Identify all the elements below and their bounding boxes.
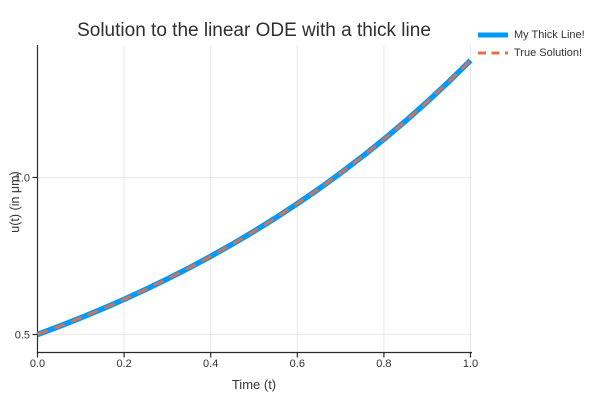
chart-title: Solution to the linear ODE with a thick … <box>77 20 431 41</box>
x-tick-label: 0.4 <box>203 358 218 370</box>
y-axis-label: u(t) (in μm) <box>8 171 22 233</box>
x-tick-label: 0.8 <box>376 358 391 370</box>
x-tick-label: 0.0 <box>30 358 45 370</box>
series-line-1 <box>37 59 472 336</box>
legend-label: True Solution! <box>514 47 583 59</box>
y-tick-label: 0.5 <box>15 330 30 342</box>
legend-line-sample <box>478 32 508 38</box>
legend: My Thick Line! True Solution! <box>478 26 585 62</box>
x-axis-label: Time (t) <box>231 377 277 392</box>
x-tick-label: 0.6 <box>290 358 305 370</box>
legend-item-1[interactable]: True Solution! <box>478 44 585 62</box>
legend-line-sample <box>478 51 508 55</box>
legend-item-0[interactable]: My Thick Line! <box>478 26 585 44</box>
series-line-0 <box>36 58 473 338</box>
y-tick-label: 1.0 <box>15 173 30 185</box>
x-tick-label: 1.0 <box>463 358 478 370</box>
x-tick-label: 0.2 <box>116 358 131 370</box>
legend-label: My Thick Line! <box>514 29 585 41</box>
